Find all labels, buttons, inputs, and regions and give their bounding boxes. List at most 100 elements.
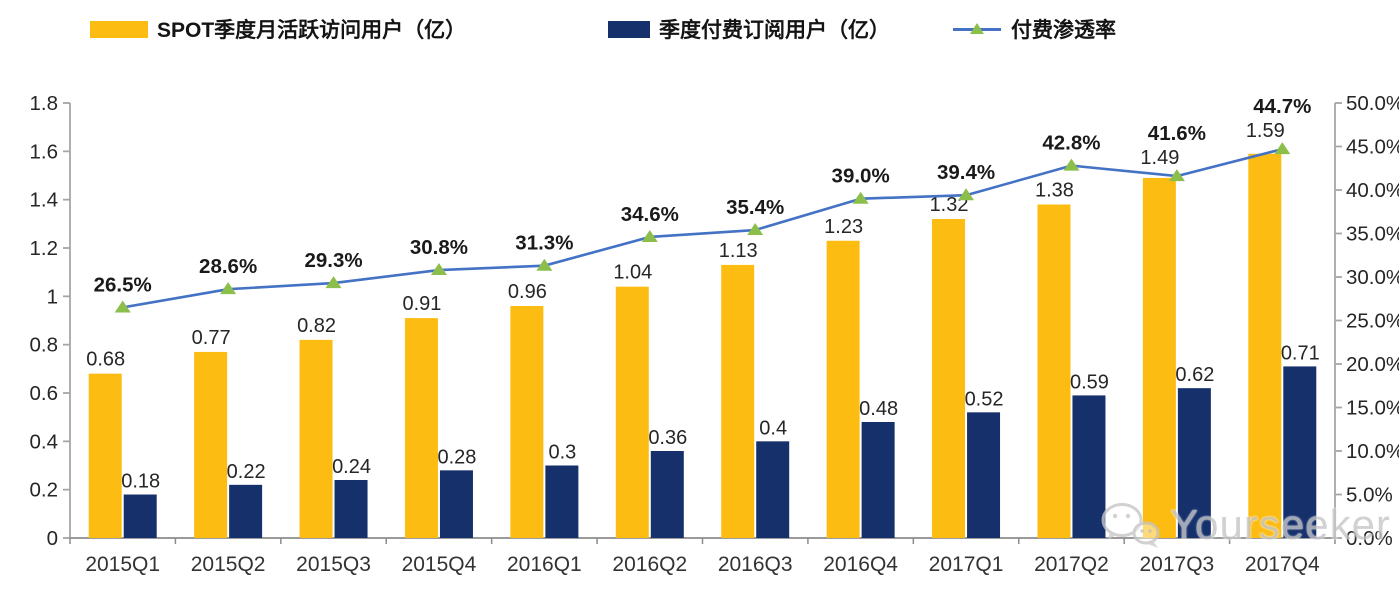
bar-subs-2016Q2 [650, 451, 684, 538]
penetration-marker-2016Q3 [747, 223, 764, 236]
x-axis-category-label: 2017Q3 [1140, 553, 1215, 576]
bar-subs-2017Q2 [1072, 395, 1106, 538]
left-axis-tick-label: 0.2 [30, 479, 59, 502]
bar-subs-2017Q1 [967, 412, 1001, 538]
mau-value-label: 0.91 [402, 293, 441, 315]
penetration-value-label: 29.3% [304, 249, 362, 272]
subs-value-label: 0.22 [227, 461, 266, 483]
mau-value-label: 1.49 [1140, 147, 1179, 169]
legend-item-mau: SPOT季度月活跃访问用户（亿） [90, 13, 466, 45]
bar-mau-2017Q2 [1037, 204, 1071, 538]
legend-label-subs: 季度付费订阅用户（亿） [659, 19, 890, 42]
right-axis-tick-label: 15.0% [1346, 397, 1399, 420]
penetration-marker-2017Q2 [1063, 158, 1080, 171]
bar-subs-2015Q2 [229, 484, 263, 538]
bar-mau-2016Q1 [510, 306, 544, 538]
penetration-marker-2017Q4 [1274, 142, 1291, 155]
bar-mau-2016Q4 [826, 240, 860, 538]
x-axis-category-label: 2016Q2 [612, 553, 687, 576]
bar-mau-2017Q1 [932, 219, 966, 538]
left-axis-tick-label: 1 [47, 285, 58, 308]
subs-value-label: 0.24 [332, 456, 371, 478]
right-axis-tick-label: 45.0% [1346, 136, 1399, 159]
legend-item-subs: 季度付费订阅用户（亿） [608, 13, 890, 45]
bar-subs-2016Q3 [756, 441, 790, 538]
penetration-value-label: 34.6% [621, 203, 679, 226]
penetration-value-label: 44.7% [1253, 95, 1311, 118]
penetration-line [122, 147, 1283, 309]
subs-series-swatch [608, 20, 650, 38]
right-axis-tick-label: 0.0% [1346, 527, 1393, 550]
bar-mau-2016Q3 [721, 264, 755, 538]
right-axis-tick-label: 30.0% [1346, 266, 1399, 289]
penetration-value-label: 39.4% [937, 161, 995, 184]
triangle-marker-icon [970, 22, 984, 34]
left-axis-tick-label: 1.2 [30, 237, 59, 260]
bar-mau-2015Q4 [404, 318, 438, 538]
left-axis-tick-label: 1.8 [30, 92, 59, 115]
x-axis-category-label: 2017Q4 [1245, 553, 1320, 576]
x-axis-category-label: 2017Q2 [1034, 553, 1109, 576]
penetration-line-swatch [953, 22, 1001, 34]
penetration-value-label: 35.4% [726, 196, 784, 219]
mau-series-swatch [90, 20, 148, 38]
mau-value-label: 0.82 [297, 315, 336, 337]
mau-value-label: 1.04 [613, 262, 652, 284]
penetration-value-label: 42.8% [1042, 132, 1100, 155]
penetration-value-label: 41.6% [1148, 122, 1206, 145]
left-axis-tick-label: 0.8 [30, 334, 59, 357]
penetration-value-label: 31.3% [515, 232, 573, 255]
subs-value-label: 0.18 [121, 471, 160, 493]
x-axis-category-label: 2016Q3 [718, 553, 793, 576]
bar-mau-2017Q3 [1142, 177, 1176, 538]
subs-value-label: 0.62 [1175, 364, 1214, 386]
x-axis-category-label: 2015Q4 [402, 553, 477, 576]
right-axis-tick-label: 50.0% [1346, 92, 1399, 115]
penetration-marker-2015Q3 [325, 276, 342, 289]
penetration-value-label: 26.5% [94, 273, 152, 296]
subs-value-label: 0.3 [548, 442, 576, 464]
penetration-value-label: 28.6% [199, 255, 257, 278]
penetration-marker-2016Q2 [641, 229, 658, 242]
mau-value-label: 1.23 [824, 216, 863, 238]
right-axis-tick-label: 10.0% [1346, 440, 1399, 463]
left-axis-tick-label: 1.4 [30, 189, 59, 212]
bar-subs-2016Q1 [545, 465, 579, 538]
bar-subs-2015Q3 [334, 480, 368, 538]
x-axis-category-label: 2015Q1 [85, 553, 160, 576]
bar-subs-2017Q4 [1283, 366, 1317, 538]
penetration-marker-2016Q4 [852, 191, 869, 204]
mau-value-label: 0.77 [192, 327, 231, 349]
penetration-marker-2015Q2 [220, 282, 237, 295]
bar-subs-2015Q1 [123, 494, 157, 538]
legend-item-penetration: 付费渗透率 [953, 13, 1116, 45]
bar-subs-2016Q4 [861, 422, 895, 538]
subs-value-label: 0.4 [759, 417, 787, 439]
bar-subs-2015Q4 [439, 470, 473, 538]
x-axis-category-label: 2016Q4 [823, 553, 898, 576]
bar-subs-2017Q3 [1177, 388, 1211, 538]
penetration-marker-2015Q1 [114, 300, 131, 313]
subs-value-label: 0.59 [1070, 371, 1109, 393]
right-axis-tick-label: 5.0% [1346, 484, 1393, 507]
subs-value-label: 0.52 [965, 388, 1004, 410]
x-axis-category-label: 2017Q1 [929, 553, 1004, 576]
right-axis-tick-label: 25.0% [1346, 310, 1399, 333]
penetration-value-label: 39.0% [832, 165, 890, 188]
left-axis-tick-label: 0.6 [30, 382, 59, 405]
mau-value-label: 1.59 [1246, 120, 1285, 142]
penetration-marker-2015Q4 [430, 263, 447, 276]
mau-value-label: 1.38 [1035, 180, 1074, 202]
x-axis-category-label: 2015Q2 [191, 553, 266, 576]
subs-value-label: 0.28 [437, 446, 476, 468]
right-axis-tick-label: 40.0% [1346, 179, 1399, 202]
bar-mau-2015Q2 [194, 351, 228, 538]
penetration-marker-2016Q1 [536, 258, 553, 271]
penetration-marker-2017Q1 [958, 188, 975, 201]
left-axis-tick-label: 0.4 [30, 430, 59, 453]
subs-value-label: 0.71 [1281, 342, 1320, 364]
legend-label-mau: SPOT季度月活跃访问用户（亿） [157, 19, 467, 42]
subs-value-label: 0.36 [648, 427, 687, 449]
